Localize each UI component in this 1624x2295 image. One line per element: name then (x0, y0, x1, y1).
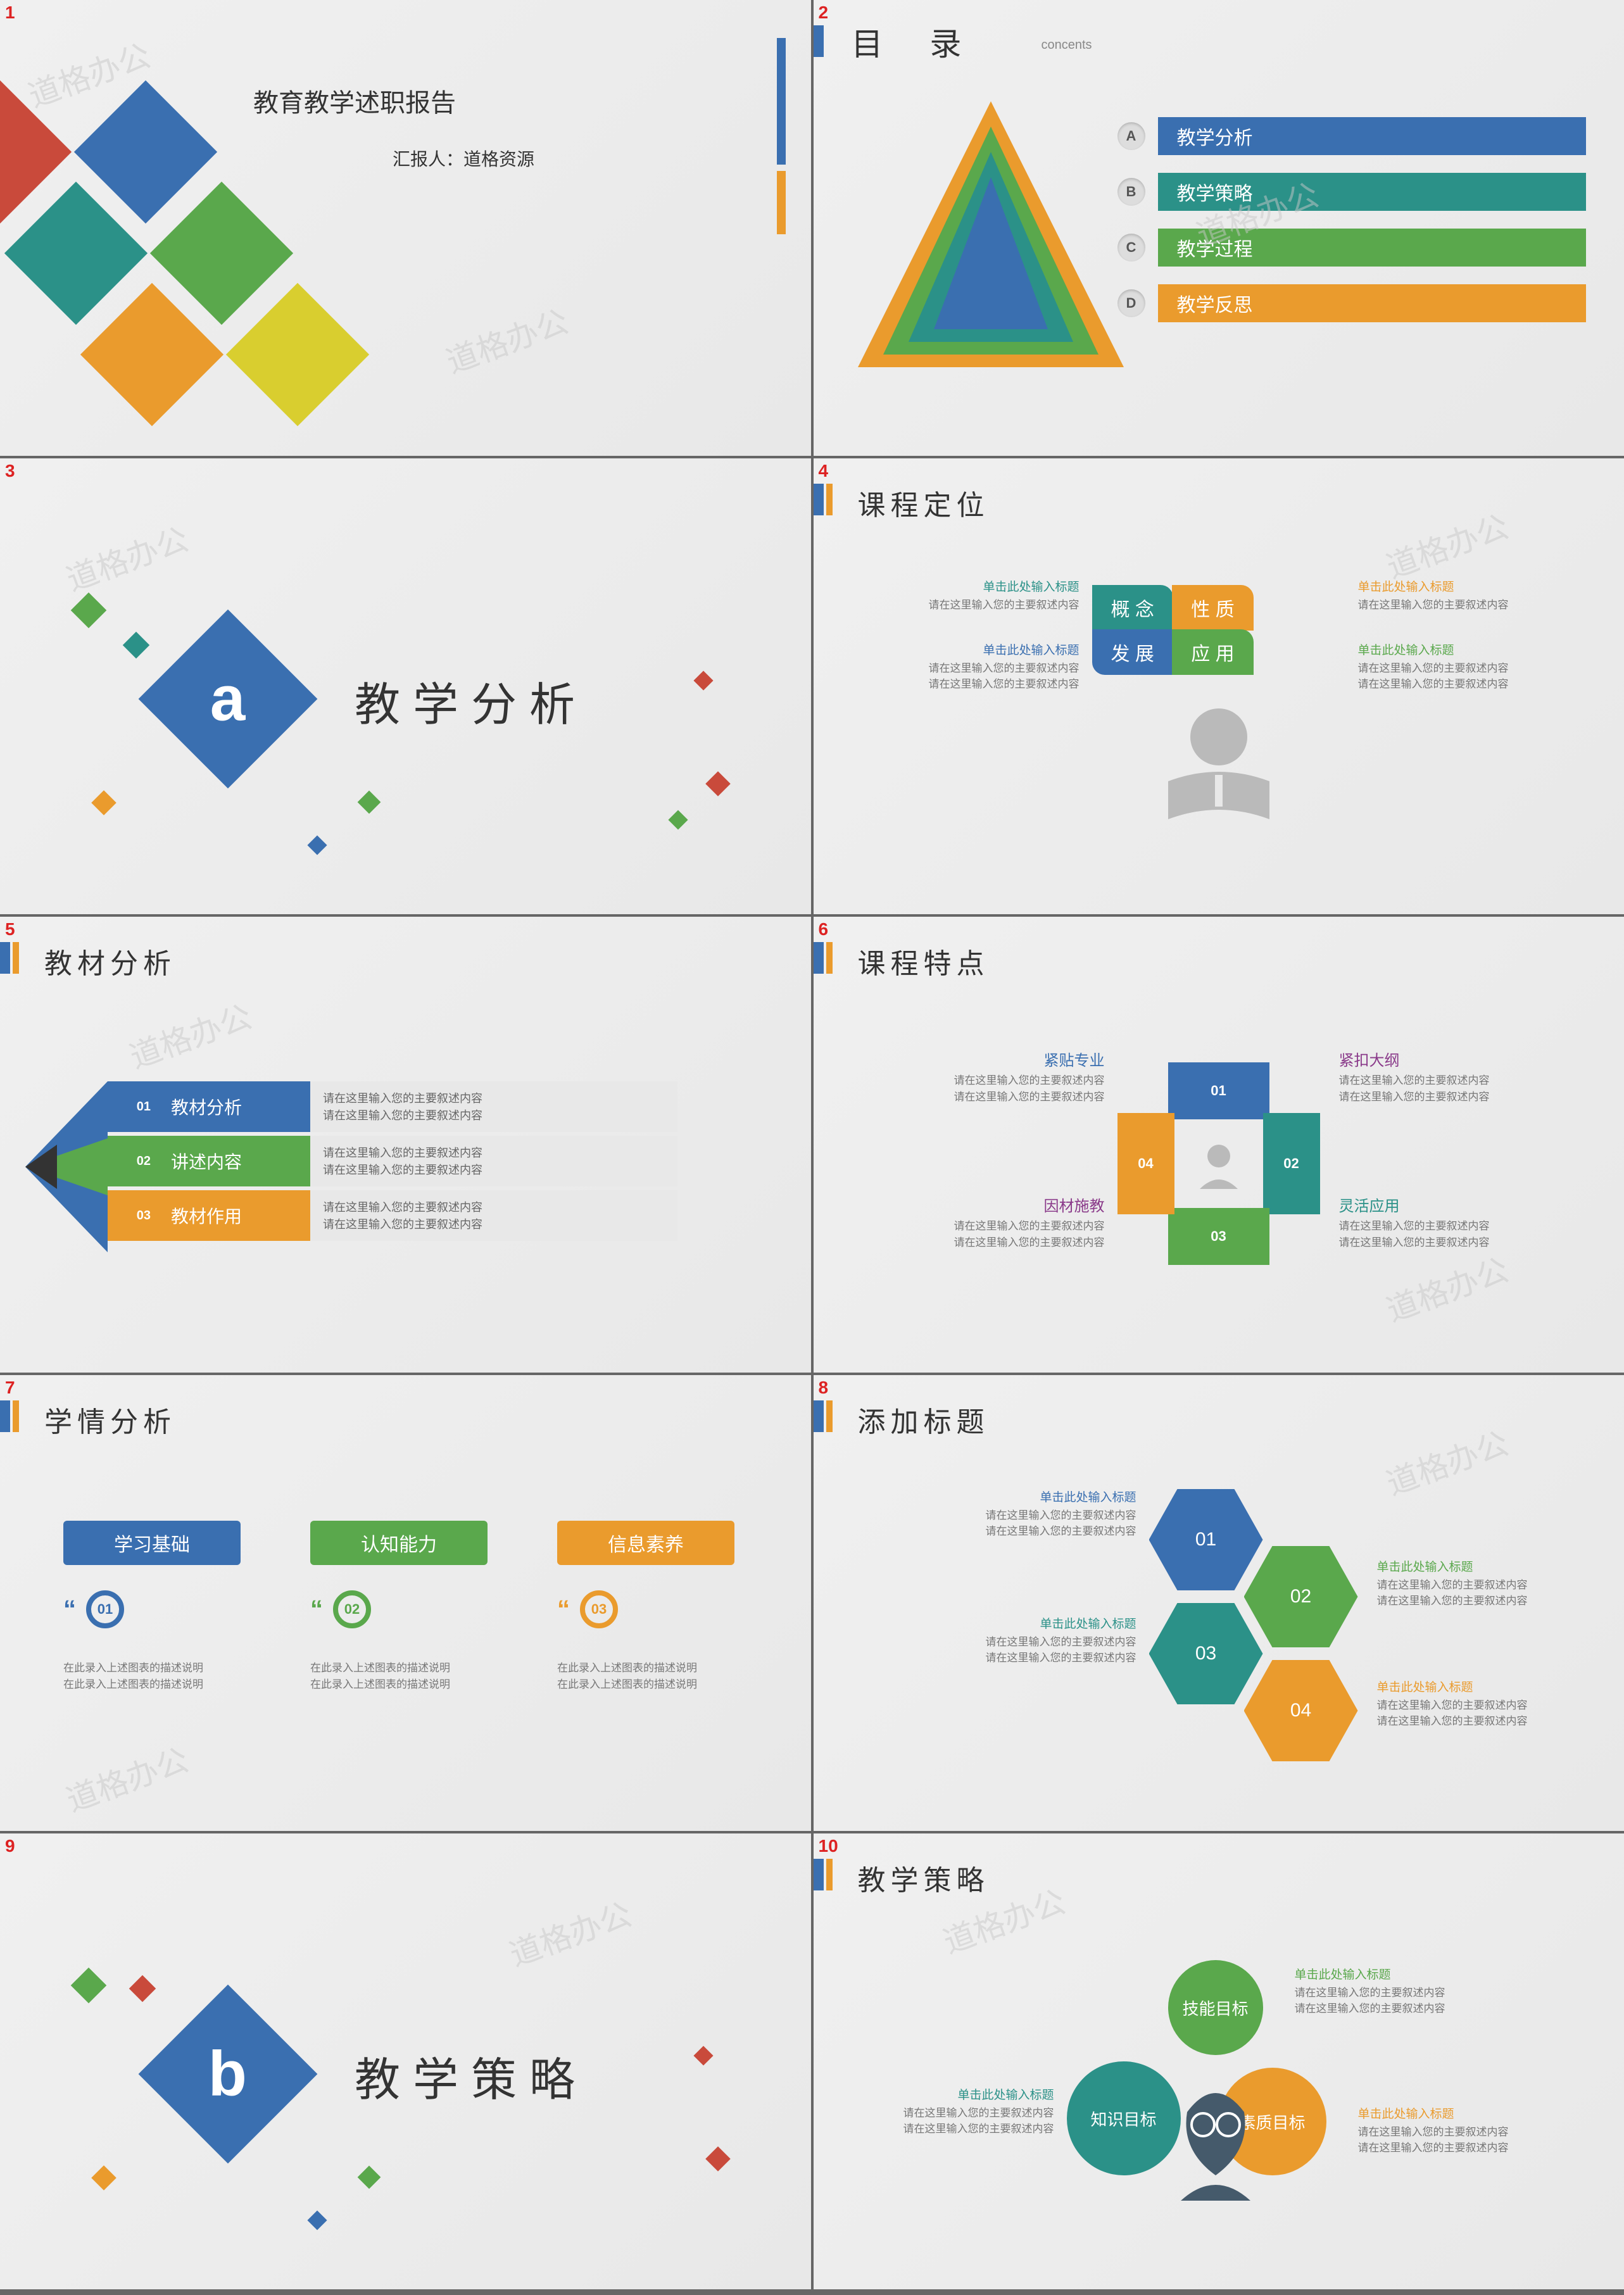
toc-item: 教学过程 (1158, 229, 1587, 267)
pencil-label: 教材作用 (158, 1203, 298, 1228)
tab: 性 质 (1172, 585, 1253, 631)
toc-item: 教学反思 (1158, 284, 1587, 322)
slide-4: 4 课程定位 概 念 性 质 发 展 应 用 单击此处输入标题 请在这里输入您的… (814, 458, 1624, 914)
section-title: 教学分析 (355, 667, 588, 734)
pencil-tip-icon (25, 1081, 108, 1252)
slide-5: 5 教材分析 01 教材分析 请在这里输入您的主要叙述内容请在这里输入您的主要叙… (0, 917, 811, 1373)
card-label: 信息素养 (557, 1521, 734, 1565)
slide-7: 7 学情分析 学习基础 “01 在此录入上述图表的描述说明在此录入上述图表的描述… (0, 1375, 811, 1831)
slide-1: 1 教育教学述职报告 汇报人：道格资源 道格办公 道格办公 (0, 0, 811, 456)
card-label: 学习基础 (63, 1521, 241, 1565)
reporter-label: 汇报人： (393, 149, 463, 169)
slide-number: 8 (819, 1378, 829, 1398)
tab: 应 用 (1172, 629, 1253, 675)
slide-number: 5 (5, 919, 15, 940)
slide-9: 9 b 教学策略 道格办公 (0, 1833, 811, 2289)
person-glasses-icon (1168, 2074, 1263, 2201)
reader-icon (1155, 699, 1282, 826)
slide-number: 10 (819, 1836, 838, 1856)
goal-circle: 知识目标 (1067, 2061, 1181, 2175)
slide-number: 9 (5, 1836, 15, 1856)
person-icon (1193, 1138, 1244, 1189)
slide-8: 8 添加标题 01 02 03 04 单击此处输入标题 请在这里输入您的主要叙述… (814, 1375, 1624, 1831)
card-label: 认知能力 (310, 1521, 488, 1565)
slide-number: 4 (819, 461, 829, 481)
tab: 概 念 (1092, 585, 1173, 631)
slide-number: 2 (819, 3, 829, 23)
hex: 04 (1244, 1660, 1358, 1761)
tab: 发 展 (1092, 629, 1173, 675)
slide-number: 1 (5, 3, 15, 23)
main-title: 教育教学述职报告 (253, 82, 456, 119)
hex: 02 (1244, 1546, 1358, 1647)
slide-10: 10 教学策略 技能目标 知识目标 素质目标 单击此处输入标题 请在这里输入您的… (814, 1833, 1624, 2289)
section-badge: b (139, 1985, 318, 2164)
slide-number: 6 (819, 919, 829, 940)
feature-label: 灵活应用 (1339, 1195, 1580, 1218)
slide-title: 课程特点 (858, 941, 990, 981)
feature-label: 紧扣大纲 (1339, 1050, 1580, 1072)
slide-title: 教学策略 (858, 1858, 990, 1898)
slide-title: 教材分析 (44, 941, 176, 981)
hex: 03 (1149, 1603, 1263, 1704)
toc-sub: concents (1042, 38, 1092, 53)
section-title: 教学策略 (355, 2042, 588, 2109)
pencil-label: 讲述内容 (158, 1148, 298, 1174)
slide-number: 3 (5, 461, 15, 481)
section-badge: a (139, 610, 318, 789)
slide-6: 6 课程特点 01 02 03 04 紧贴专业 请在这里输入您的主要叙述内容请在… (814, 917, 1624, 1373)
slide-2: 2 目 录 concents A教学分析 B教学策略 C教学过程 D教学反思 道… (814, 0, 1624, 456)
toc-item: 教学策略 (1158, 173, 1587, 211)
slide-title: 学情分析 (44, 1399, 176, 1440)
toc-list: A教学分析 B教学策略 C教学过程 D教学反思 (1117, 114, 1587, 337)
slide-title: 添加标题 (858, 1399, 990, 1440)
hex: 01 (1149, 1489, 1263, 1590)
goal-circle: 技能目标 (1168, 1960, 1263, 2055)
toc-title: 目 录 (852, 19, 981, 65)
reporter-name: 道格资源 (463, 149, 534, 169)
pencil-label: 教材分析 (158, 1094, 298, 1119)
toc-item: 教学分析 (1158, 117, 1587, 155)
slide-title: 课程定位 (858, 482, 990, 523)
feature-label: 紧贴专业 (864, 1050, 1105, 1072)
toc-triangle-icon (858, 101, 1124, 367)
slide-3: 3 a 教学分析 道格办公 (0, 458, 811, 914)
feature-label: 因材施教 (864, 1195, 1105, 1218)
slide-number: 7 (5, 1378, 15, 1398)
